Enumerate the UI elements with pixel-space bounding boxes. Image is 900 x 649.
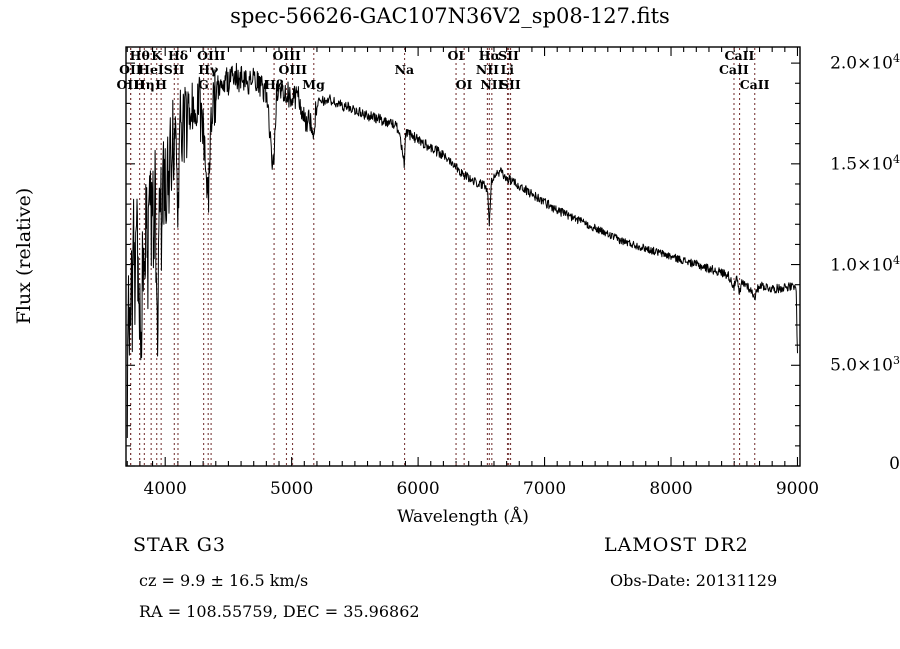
spectral-line-label: CaII (724, 48, 755, 63)
spectral-line-label: H (155, 77, 167, 92)
spectral-line-label: Hα (478, 48, 501, 63)
x-tick-label: 6000 (396, 479, 440, 499)
spectral-line-label: SII (163, 62, 185, 77)
spectral-line-label: Hδ (167, 48, 189, 63)
spectral-line-label: Hη (133, 77, 155, 92)
annotation-survey: LAMOST DR2 (604, 534, 749, 556)
y-tick-label: 1.0×104 (830, 253, 900, 276)
annotation-star-class: STAR G3 (133, 534, 226, 556)
x-tick-label: 7000 (522, 479, 567, 499)
x-tick-label: 9000 (775, 479, 820, 499)
annotation-cz: cz = 9.9 ± 16.5 km/s (139, 571, 309, 590)
x-axis-label: Wavelength (Å) (397, 507, 529, 527)
spectral-line-label: CaII (739, 77, 770, 92)
spectral-line-label: K (151, 48, 163, 63)
spectral-line-label: OIII (278, 62, 307, 77)
spectral-line-label: G (198, 77, 209, 92)
x-tick-label: 8000 (649, 479, 693, 499)
spectral-line-label: Na (394, 62, 415, 77)
spectral-line-label: Hγ (198, 62, 219, 77)
spectral-line-label: Li (500, 62, 515, 77)
spectral-line-label: Hβ (264, 77, 285, 92)
spectral-line-label: NII (480, 77, 504, 92)
x-tick-label: 4000 (143, 479, 187, 499)
spectral-line-label: OI (447, 48, 465, 63)
spectral-line-label: HeI (138, 62, 164, 77)
spectral-line-label: OIII (272, 48, 301, 63)
annotation-obs-date: Obs-Date: 20131129 (610, 571, 778, 590)
x-tick-label: 5000 (270, 479, 314, 499)
spectral-line-label: SII (498, 48, 519, 63)
spectral-line-label: OIII (197, 48, 226, 63)
y-tick-label: 1.5×104 (830, 152, 900, 175)
y-tick-label: 0 (889, 454, 900, 474)
spectral-line-label: Mg (302, 77, 325, 92)
page-title: spec-56626-GAC107N36V2_sp08-127.fits (230, 4, 670, 28)
y-tick-label: 5.0×103 (830, 354, 900, 376)
spectral-line-label: Hθ (129, 48, 150, 63)
spectral-line-label: NII (475, 62, 500, 77)
spectral-line-label: CaII (718, 62, 749, 77)
spectral-line-label: OII (119, 62, 142, 77)
spectral-line-label: SII (500, 77, 521, 92)
annotation-coordinates: RA = 108.55759, DEC = 35.96862 (139, 602, 420, 621)
spectral-line-label: OIII (116, 77, 145, 92)
y-tick-label: 2.0×104 (830, 52, 900, 74)
spectral-line-label: OI (455, 77, 473, 92)
